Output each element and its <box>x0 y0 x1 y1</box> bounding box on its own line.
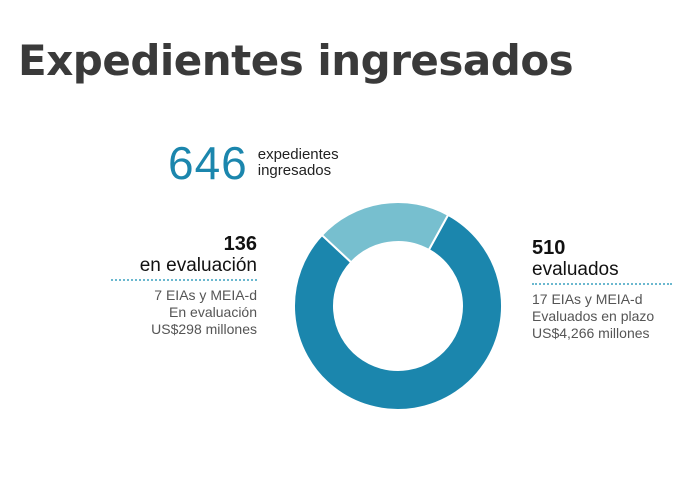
dotted-divider <box>111 279 257 281</box>
evaluados-detail-1: 17 EIAs y MEIA-d <box>532 291 643 307</box>
total-value: 646 <box>168 137 248 189</box>
en-evaluacion-label: en evaluación <box>139 255 257 276</box>
en-evaluacion-detail-2: En evaluación <box>169 304 257 320</box>
donut-slice-evaluados <box>293 213 503 411</box>
evaluados-label: evaluados <box>532 259 619 280</box>
evaluados-detail-2: Evaluados en plazo <box>532 308 655 324</box>
evaluados-detail-3: US$4,266 millones <box>532 325 650 341</box>
donut-chart <box>293 201 503 411</box>
en-evaluacion-detail-1: 7 EIAs y MEIA-d <box>154 287 257 303</box>
total-label-line1: expedientes <box>257 146 339 163</box>
en-evaluacion-callout: 136 en evaluación 7 EIAs y MEIA-d En eva… <box>97 233 257 338</box>
en-evaluacion-detail-3: US$298 millones <box>151 321 257 337</box>
evaluados-callout: 510 evaluados 17 EIAs y MEIA-d Evaluados… <box>532 237 692 342</box>
donut-slice-en-evaluacion <box>320 201 450 264</box>
total-label-line2: ingresados <box>257 162 332 179</box>
evaluados-value: 510 <box>532 237 566 259</box>
page-title: Expedientes ingresados <box>18 36 574 85</box>
total-label: expedientes ingresados <box>258 147 358 179</box>
dotted-divider <box>532 283 672 285</box>
en-evaluacion-value: 136 <box>223 233 257 255</box>
total-summary: 646 expedientes ingresados <box>168 140 358 186</box>
